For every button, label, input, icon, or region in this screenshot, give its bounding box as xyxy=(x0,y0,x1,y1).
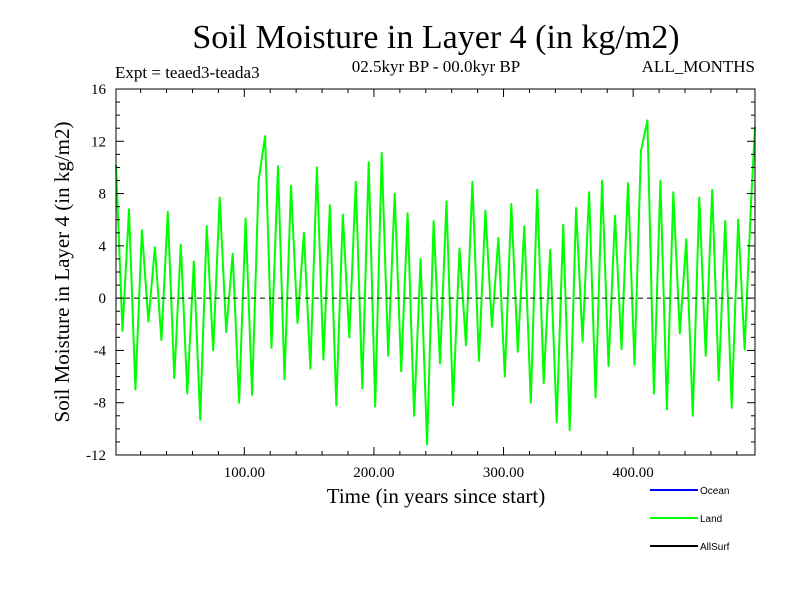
y-tick-label: 8 xyxy=(99,187,107,203)
legend-label-ocean: Ocean xyxy=(700,486,729,497)
y-axis-label: Soil Moisture in Layer 4 (in kg/m2) xyxy=(50,122,74,423)
plot-area xyxy=(115,88,756,456)
x-tick-label: 400.00 xyxy=(613,465,654,481)
experiment-label: Expt = teaed3-teada3 xyxy=(115,63,260,82)
x-axis-label: Time (in years since start) xyxy=(327,484,546,508)
y-tick-label: 0 xyxy=(99,291,107,307)
legend-label-land: Land xyxy=(700,514,722,525)
legend-label-allsurf: AllSurf xyxy=(700,542,730,553)
x-tick-label: 200.00 xyxy=(353,465,394,481)
x-tick-label: 300.00 xyxy=(483,465,524,481)
y-tick-label: 4 xyxy=(99,239,107,255)
y-tick-label: -12 xyxy=(86,448,106,464)
y-tick-label: 16 xyxy=(91,82,107,98)
series-line-land xyxy=(115,119,756,446)
y-tick-label: -4 xyxy=(94,343,107,359)
months-label: ALL_MONTHS xyxy=(642,57,755,76)
y-axis-tick-labels: -12 -8 -4 0 4 8 12 16 xyxy=(86,82,107,464)
x-axis-tick-labels: 100.00 200.00 300.00 400.00 xyxy=(224,465,654,481)
chart-title: Soil Moisture in Layer 4 (in kg/m2) xyxy=(192,19,679,56)
y-tick-label: 12 xyxy=(91,134,106,150)
x-tick-label: 100.00 xyxy=(224,465,265,481)
period-label: 02.5kyr BP - 00.0kyr BP xyxy=(352,57,520,76)
y-tick-label: -8 xyxy=(94,396,107,412)
legend: Ocean Land AllSurf xyxy=(650,486,730,553)
